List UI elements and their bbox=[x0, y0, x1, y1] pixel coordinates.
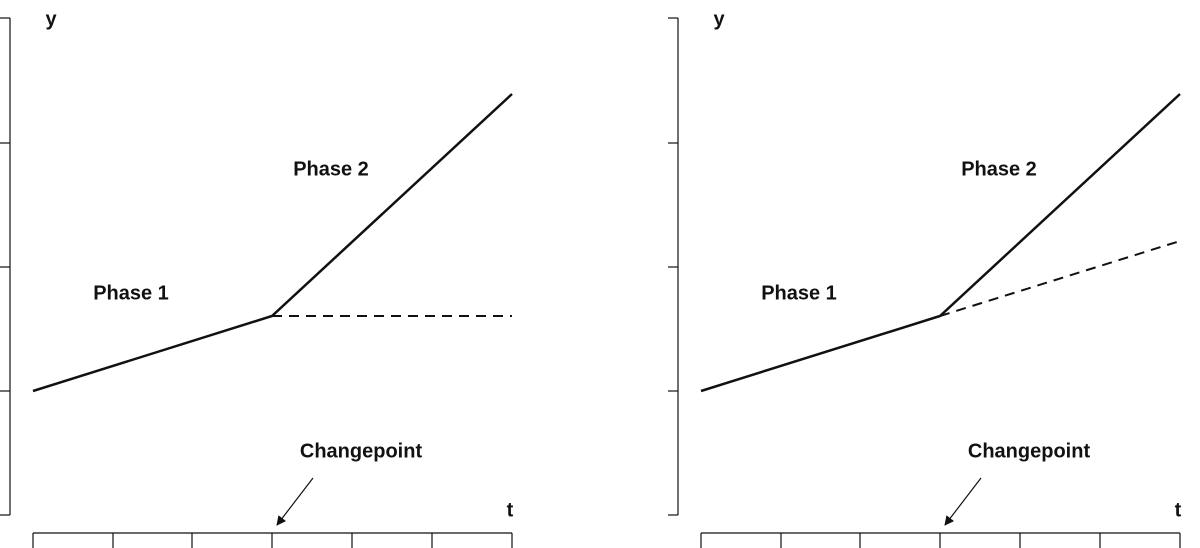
phase2-label: Phase 2 bbox=[293, 158, 369, 180]
phase1-label: Phase 1 bbox=[761, 282, 837, 304]
changepoint-arrow bbox=[276, 477, 314, 526]
counterfactual-line bbox=[939, 240, 1181, 317]
y-axis-label: y bbox=[713, 8, 725, 30]
trend-line bbox=[32, 93, 513, 393]
x-axis-label: t bbox=[1175, 499, 1182, 521]
phase2-label: Phase 2 bbox=[961, 158, 1037, 180]
y-axis-label: y bbox=[45, 8, 57, 30]
changepoint-label: Changepoint bbox=[968, 440, 1091, 462]
changepoint-arrow bbox=[944, 477, 982, 526]
phase1-label: Phase 1 bbox=[93, 282, 169, 304]
trend-line bbox=[700, 93, 1181, 393]
panel: y t Phase 1 Phase 2 Changepoint bbox=[668, 8, 1182, 548]
changepoint-label: Changepoint bbox=[300, 440, 423, 462]
x-axis-label: t bbox=[507, 499, 514, 521]
panel: y t Phase 1 Phase 2 Changepoint bbox=[0, 8, 514, 548]
